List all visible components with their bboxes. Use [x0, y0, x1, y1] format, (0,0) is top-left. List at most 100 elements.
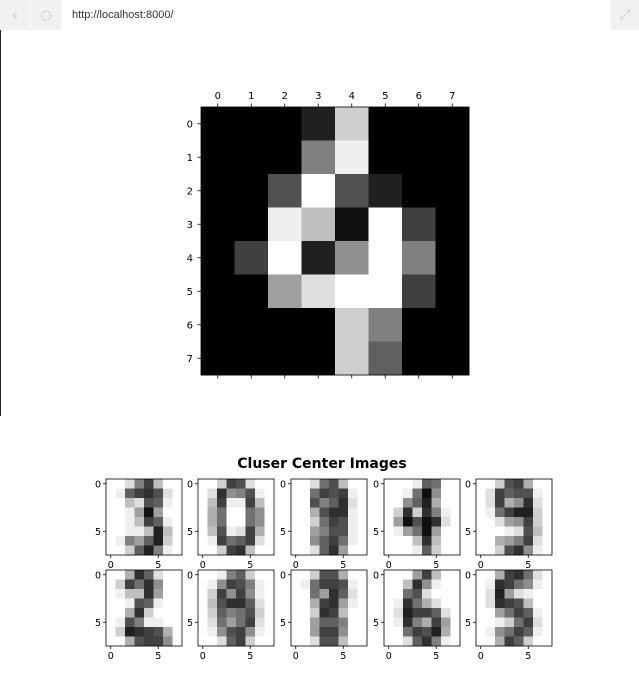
cluster-pixel: [422, 627, 432, 637]
cluster-pixel: [357, 589, 368, 599]
heatmap-frame: [200, 106, 470, 376]
cluster-pixel: [441, 526, 451, 537]
cluster-pixel: [134, 498, 145, 508]
cluster-pixel: [319, 498, 330, 508]
cluster-pixel: [226, 517, 237, 527]
browser-toolbar: ‹ ○ http://localhost:8000/ ⤢: [0, 0, 639, 30]
cluster-pixel: [450, 498, 461, 508]
cluster-pixel: [393, 570, 404, 580]
heatmap-cell-r0-c0: [201, 107, 235, 141]
cluster-pixel: [523, 545, 534, 556]
cluster-pixel: [403, 579, 413, 590]
cluster-pixel: [226, 627, 237, 637]
cluster-pixel: [384, 536, 394, 546]
cluster-center-image-4: 05: [465, 478, 553, 558]
cluster-pixel: [329, 579, 339, 590]
back-button[interactable]: ‹: [0, 0, 30, 30]
cluster-frame: [383, 478, 461, 556]
cluster-pixel: [412, 570, 423, 580]
cluster-pixel: [125, 545, 135, 556]
cluster-pixel: [329, 589, 339, 599]
cluster-pixel: [217, 617, 227, 628]
reload-button[interactable]: ○: [31, 0, 61, 30]
cluster-y-tick-label: 0: [95, 570, 101, 581]
heatmap-cell-r2-c7: [435, 174, 470, 208]
cluster-pixel: [338, 589, 349, 599]
heatmap-cell-r5-c4: [335, 274, 369, 309]
cluster-pixel: [310, 517, 320, 527]
y-tick-label: 2: [187, 186, 193, 197]
cluster-pixel: [412, 627, 423, 637]
cluster-pixel: [163, 536, 173, 546]
cluster-pixel: [403, 517, 413, 527]
cluster-pixel: [226, 579, 237, 590]
cluster-pixel: [207, 636, 218, 647]
cluster-pixel: [125, 608, 135, 618]
cluster-pixel: [163, 617, 173, 628]
cluster-pixel: [422, 608, 432, 618]
cluster-pixel: [236, 498, 246, 508]
address-bar[interactable]: http://localhost:8000/: [72, 9, 174, 21]
cluster-pixel: [495, 479, 505, 489]
cluster-pixel: [153, 598, 164, 609]
cluster-pixel: [236, 608, 246, 618]
cluster-pixel: [198, 589, 208, 599]
cluster-pixel: [134, 479, 145, 489]
cluster-pixel: [542, 479, 553, 489]
cluster-pixel: [441, 608, 451, 618]
heatmap-cell-r7-c0: [201, 341, 235, 376]
cluster-x-tick-label-top: 5: [525, 560, 531, 571]
cluster-pixel: [495, 526, 505, 537]
cluster-pixel: [441, 598, 451, 609]
cluster-pixel: [485, 598, 496, 609]
heatmap-cell-r3-c3: [301, 207, 336, 242]
cluster-center-image-3: 05: [373, 478, 461, 558]
heatmap-cell-r6-c6: [402, 308, 436, 342]
cluster-pixel: [106, 545, 116, 556]
cluster-pixel: [236, 488, 246, 499]
cluster-pixel: [217, 526, 227, 537]
cluster-pixel: [153, 627, 164, 637]
cluster-pixel: [422, 526, 432, 537]
cluster-pixel: [329, 488, 339, 499]
cluster-pixel: [163, 517, 173, 527]
x-tick-label: 6: [416, 91, 422, 102]
cluster-pixel: [450, 627, 461, 637]
cluster-pixel: [348, 498, 358, 508]
cluster-pixel: [144, 479, 154, 489]
heatmap-cell-r2-c2: [268, 174, 302, 208]
heatmap-cell-r3-c1: [234, 207, 269, 242]
cluster-pixel: [125, 507, 135, 518]
heatmap-cell-r4-c7: [435, 241, 470, 275]
cluster-pixel: [403, 570, 413, 580]
cluster-pixel: [329, 526, 339, 537]
cluster-pixel: [163, 627, 173, 637]
cluster-pixel: [523, 507, 534, 518]
cluster-pixel: [319, 579, 330, 590]
cluster-pixel: [412, 608, 423, 618]
cluster-pixel: [115, 517, 126, 527]
heatmap-cell-r1-c2: [268, 140, 302, 175]
cluster-pixel: [476, 627, 486, 637]
cluster-pixel: [172, 608, 183, 618]
cluster-pixel: [329, 507, 339, 518]
cluster-pixel: [106, 517, 116, 527]
cluster-pixel: [106, 498, 116, 508]
cluster-pixel: [153, 507, 164, 518]
cluster-center-image-1: 05: [187, 478, 275, 558]
cluster-pixel: [291, 617, 301, 628]
cluster-pixel: [226, 479, 237, 489]
cluster-y-tick-label: 0: [187, 570, 193, 581]
cluster-pixel: [226, 488, 237, 499]
cluster-pixel: [422, 617, 432, 628]
expand-button[interactable]: ⤢: [611, 0, 639, 30]
cluster-pixel: [198, 507, 208, 518]
cluster-pixel: [115, 498, 126, 508]
cluster-pixel: [485, 498, 496, 508]
cluster-pixel: [264, 536, 275, 546]
x-tick-label: 7: [449, 91, 455, 102]
expand-icon: ⤢: [619, 7, 631, 23]
heatmap-cell-r5-c2: [268, 274, 302, 309]
cluster-pixel: [403, 479, 413, 489]
